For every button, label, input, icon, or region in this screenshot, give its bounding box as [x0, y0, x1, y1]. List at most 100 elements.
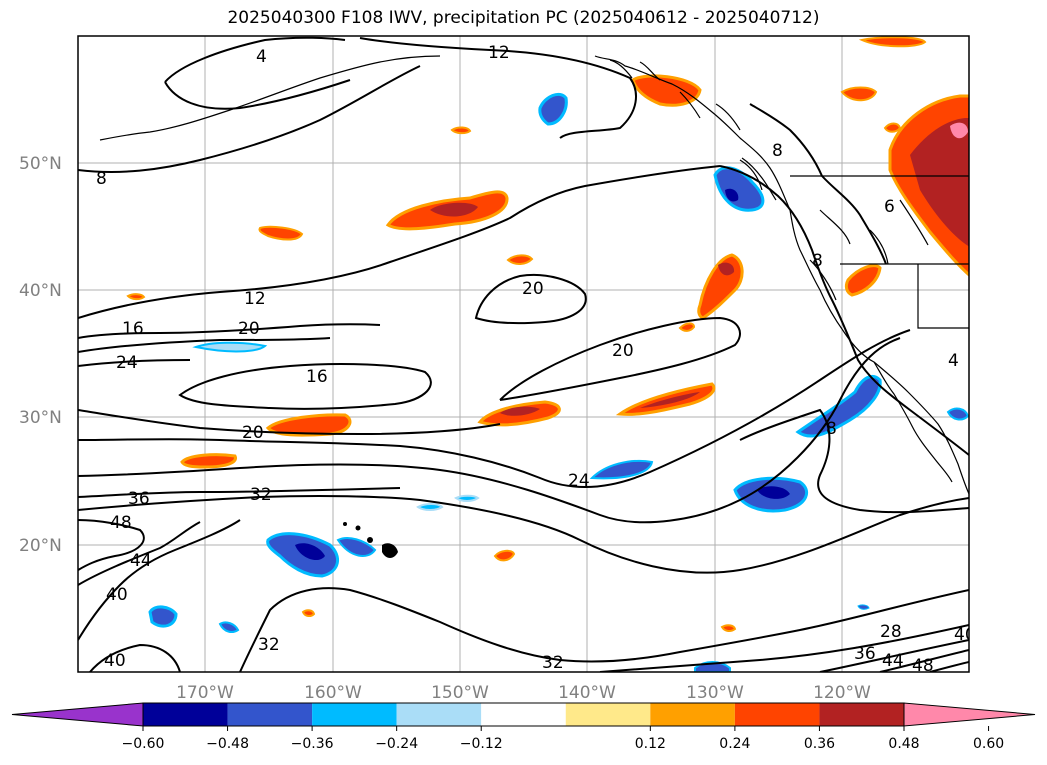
- contour-label: 20: [612, 341, 634, 361]
- contour-label: 40: [104, 651, 126, 671]
- island: [343, 522, 347, 526]
- colorbar-swatch: [481, 703, 566, 726]
- contour-line-alaska-inner: [164, 79, 351, 110]
- precip-blob: [416, 503, 444, 511]
- precip-blob: [725, 188, 739, 202]
- contour-line-12: [359, 37, 637, 139]
- lon-label-150: 150°W: [431, 683, 489, 703]
- hawaii-islands: [343, 522, 398, 558]
- precip-negative-anomalies: [148, 92, 969, 672]
- precip-blob: [910, 118, 969, 247]
- precip-blob: [713, 166, 765, 212]
- precip-blob: [840, 86, 878, 102]
- contour-line-coastal-a: [719, 165, 969, 456]
- precip-blob: [450, 126, 472, 135]
- contour-label: 24: [568, 471, 590, 491]
- contour-line-44b: [879, 649, 969, 672]
- precip-blob: [258, 225, 304, 241]
- lat-label-40: 40°N: [19, 281, 62, 301]
- colorbar-tick-label: −0.48: [206, 736, 249, 752]
- lon-label-170: 170°W: [176, 683, 234, 703]
- precip-blob: [180, 453, 237, 469]
- contour-line-20d: [78, 409, 501, 436]
- lon-label-130: 130°W: [686, 683, 744, 703]
- contour-line-48: [78, 519, 145, 571]
- contour-line-40a: [78, 519, 241, 641]
- colorbar-tick-label: 0.12: [635, 736, 666, 752]
- contour-label: 12: [488, 43, 510, 63]
- contour-line-outer: [78, 337, 901, 524]
- contour-label: 44: [130, 551, 152, 571]
- contour-label: 8: [96, 169, 107, 189]
- contour-line-16b: [178, 363, 432, 410]
- colorbar: −0.60 −0.48 −0.36 −0.24 −0.12 0.12 0.24 0.36 0.4…: [11, 702, 1036, 752]
- precip-blob: [678, 322, 696, 332]
- contour-line-36b: [819, 639, 969, 672]
- contour-label: 40: [954, 625, 976, 645]
- map-title: 2025040300 F108 IWV, precipitation PC (2…: [227, 8, 820, 28]
- contour-line-32: [78, 495, 969, 574]
- colorbar-swatch: [650, 703, 735, 726]
- precip-blob: [301, 609, 316, 618]
- island: [355, 525, 361, 531]
- contour-line-coastal-b: [739, 408, 969, 514]
- longitude-labels: 170°W 160°W 150°W 140°W 130°W 120°W: [176, 683, 871, 703]
- contour-label: 8: [772, 141, 783, 161]
- precip-blob: [858, 36, 927, 48]
- colorbar-swatch: [143, 703, 228, 726]
- land-interior: [809, 199, 929, 301]
- lon-label-160: 160°W: [304, 683, 362, 703]
- contour-label: 28: [880, 622, 902, 642]
- contour-line-40b: [89, 643, 181, 672]
- contour-label: 4: [948, 351, 959, 371]
- precip-blob: [857, 604, 870, 610]
- contour-label: 4: [256, 47, 267, 67]
- colorbar-swatch: [819, 703, 904, 726]
- latitude-labels: 50°N 40°N 30°N 20°N: [19, 154, 62, 556]
- precip-blob: [336, 537, 377, 557]
- iwv-contours: [78, 36, 969, 672]
- contour-label: 24: [116, 353, 138, 373]
- contour-label: 40: [106, 585, 128, 605]
- contour-label: 16: [306, 367, 328, 387]
- contour-line-24b: [78, 329, 911, 488]
- colorbar-extend-low: [11, 702, 144, 727]
- colorbar-swatch: [565, 703, 651, 726]
- colorbar-tick-label: −0.12: [460, 736, 503, 752]
- contour-label: 36: [854, 644, 876, 664]
- contour-line-32b: [239, 587, 969, 672]
- land-border: [790, 175, 969, 329]
- contour-line-20c: [78, 337, 331, 353]
- contour-line-16a: [78, 323, 381, 339]
- contour-label: 8: [812, 251, 823, 271]
- precip-blob: [844, 264, 882, 297]
- contour-label: 16: [122, 319, 144, 339]
- contour-label: 20: [238, 319, 260, 339]
- colorbar-tick-label: 0.48: [888, 736, 919, 752]
- contour-line-coastal-c: [749, 103, 887, 265]
- precip-blob: [218, 621, 240, 633]
- contour-line-48b: [929, 661, 969, 672]
- precip-blob: [631, 74, 702, 107]
- contour-line-12b: [78, 165, 721, 319]
- precip-blob: [589, 459, 654, 480]
- contour-label: 44: [882, 651, 904, 671]
- island: [367, 537, 373, 543]
- precip-blob: [757, 486, 790, 499]
- contour-line-44: [78, 521, 201, 586]
- coastline-islands: [609, 59, 763, 191]
- coastline-north-america: [594, 55, 969, 496]
- contour-labels: 4 12 8 8 6 8 12 20 16 20 24 20 16 20 24 …: [96, 43, 976, 672]
- precip-blob: [454, 494, 480, 502]
- island: [382, 543, 398, 558]
- contour-line-8: [78, 65, 421, 173]
- plot-frame: [77, 35, 970, 673]
- precip-blob: [883, 122, 902, 133]
- lon-label-140: 140°W: [558, 683, 616, 703]
- lat-label-20: 20°N: [19, 536, 62, 556]
- precip-blob: [265, 413, 352, 437]
- precip-blob: [538, 92, 568, 126]
- coastline-baja: [873, 361, 953, 483]
- contour-line-36: [78, 487, 401, 498]
